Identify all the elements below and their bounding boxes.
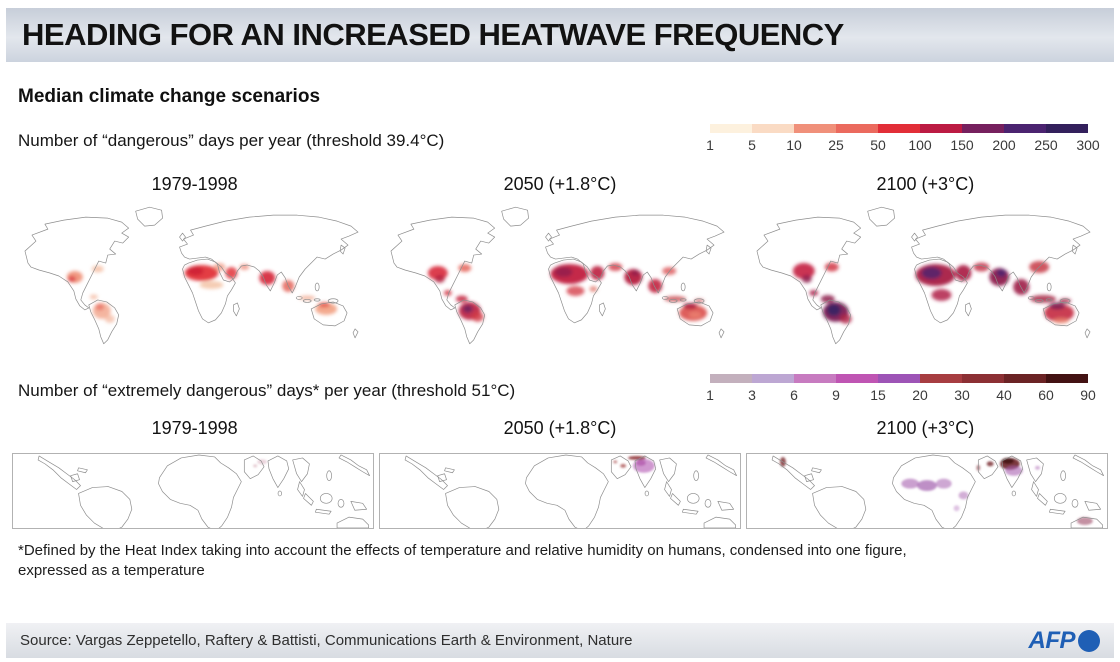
legend-tick: 200	[992, 137, 1016, 153]
section-label: Number of “dangerous” days per year (thr…	[18, 131, 445, 150]
legend-segment	[1004, 374, 1046, 383]
legend-tick: 250	[1034, 137, 1058, 153]
legend-segment	[1004, 124, 1046, 133]
legend-tick: 3	[748, 387, 756, 403]
legend-segment	[710, 374, 752, 383]
scenario-label: 1979-1998	[151, 174, 238, 194]
legend-tick: 30	[954, 387, 970, 403]
world-landmass	[772, 454, 1104, 528]
map-extreme-2050	[379, 453, 741, 529]
legend-tick: 40	[996, 387, 1012, 403]
legend-tick: 10	[786, 137, 802, 153]
legend-tick: 150	[950, 137, 974, 153]
legend-segment	[752, 374, 794, 383]
source-credit: Source: Vargas Zeppetello, Raftery & Bat…	[20, 632, 633, 649]
heat-blobs	[253, 459, 267, 468]
legend-tick: 100	[908, 137, 932, 153]
legend-segment	[878, 374, 920, 383]
footnote: *Defined by the Heat Index taking into a…	[18, 541, 1102, 582]
legend-segment	[836, 374, 878, 383]
legend-segment	[962, 374, 1004, 383]
legend-segment	[962, 124, 1004, 133]
color-scale-legend: 1 3 6 9 15 20 30 40 60 90	[706, 374, 1096, 404]
legend-tick-labels: 1 5 10 25 50 100 150 200 250 300	[706, 137, 1100, 154]
infographic: HEADING FOR AN INCREASED HEATWAVE FREQUE…	[0, 8, 1120, 662]
subtitle: Median climate change scenarios	[18, 86, 321, 107]
map-dangerous-2050	[390, 206, 725, 345]
scenario-labels-row: 1979-1998 2050 (+1.8°C) 2100 (+3°C)	[12, 418, 1108, 439]
legend-tick: 50	[870, 137, 886, 153]
page-title: HEADING FOR AN INCREASED HEATWAVE FREQUE…	[22, 17, 844, 52]
world-landmass	[405, 454, 737, 528]
map-dangerous-1979-1998	[24, 206, 359, 345]
legend-segment	[920, 124, 962, 133]
legend-tick: 1	[706, 387, 714, 403]
heat-blobs	[613, 455, 655, 473]
legend-tick: 90	[1080, 387, 1096, 403]
legend-tick: 300	[1076, 137, 1100, 153]
world-maps-row	[12, 201, 1108, 346]
color-scale-legend: 1 5 10 25 50 100 150 200 250 300	[706, 124, 1100, 154]
legend-tick: 6	[790, 387, 798, 403]
legend-segment	[794, 374, 836, 383]
scenario-label: 2100 (+3°C)	[876, 418, 975, 438]
legend-segment	[920, 374, 962, 383]
legend-tick: 60	[1038, 387, 1054, 403]
scenario-label: 1979-1998	[151, 418, 238, 438]
world-landmass	[38, 454, 370, 528]
afp-logo-dot-icon	[1078, 629, 1100, 652]
legend-segment	[752, 124, 794, 133]
map-extreme-1979-1998	[12, 453, 374, 529]
map-dangerous-2100	[756, 206, 1091, 345]
legend-tick: 9	[832, 387, 840, 403]
legend-segment	[710, 124, 752, 133]
legend-segment	[1046, 124, 1088, 133]
section-dangerous-days: Number of “dangerous” days per year (thr…	[12, 124, 1108, 346]
legend-color-bar	[710, 124, 1088, 133]
section-extremely-dangerous-days: Number of “extremely dangerous” days* pe…	[12, 374, 1108, 529]
footnote-line-1: *Defined by the Heat Index taking into a…	[18, 542, 907, 559]
legend-segment	[836, 124, 878, 133]
footnote-line-2: expressed as a temperature	[18, 562, 205, 580]
scenario-labels-row: 1979-1998 2050 (+1.8°C) 2100 (+3°C)	[12, 174, 1108, 195]
legend-segment	[1046, 374, 1088, 383]
legend-tick: 25	[828, 137, 844, 153]
footer-bar: Source: Vargas Zeppetello, Raftery & Bat…	[6, 623, 1114, 658]
title-bar: HEADING FOR AN INCREASED HEATWAVE FREQUE…	[6, 8, 1114, 62]
scenario-label: 2050 (+1.8°C)	[503, 418, 617, 438]
strip-maps-row	[12, 453, 1108, 529]
legend-tick: 5	[748, 137, 756, 153]
legend-segment	[794, 124, 836, 133]
afp-logo-text: AFP	[1028, 626, 1076, 654]
afp-logo: AFP	[1028, 626, 1100, 655]
legend-tick: 15	[870, 387, 886, 403]
section-label: Number of “extremely dangerous” days* pe…	[18, 381, 516, 400]
heat-blobs	[427, 263, 708, 322]
legend-tick: 1	[706, 137, 714, 153]
legend-color-bar	[710, 374, 1088, 383]
map-extreme-2100	[746, 453, 1108, 529]
scenario-label: 2100 (+3°C)	[876, 174, 975, 194]
legend-segment	[878, 124, 920, 133]
heat-blobs	[779, 456, 1093, 526]
legend-tick: 20	[912, 387, 928, 403]
legend-tick-labels: 1 3 6 9 15 20 30 40 60 90	[706, 387, 1096, 404]
scenario-label: 2050 (+1.8°C)	[503, 174, 617, 194]
heat-blobs	[66, 263, 338, 323]
